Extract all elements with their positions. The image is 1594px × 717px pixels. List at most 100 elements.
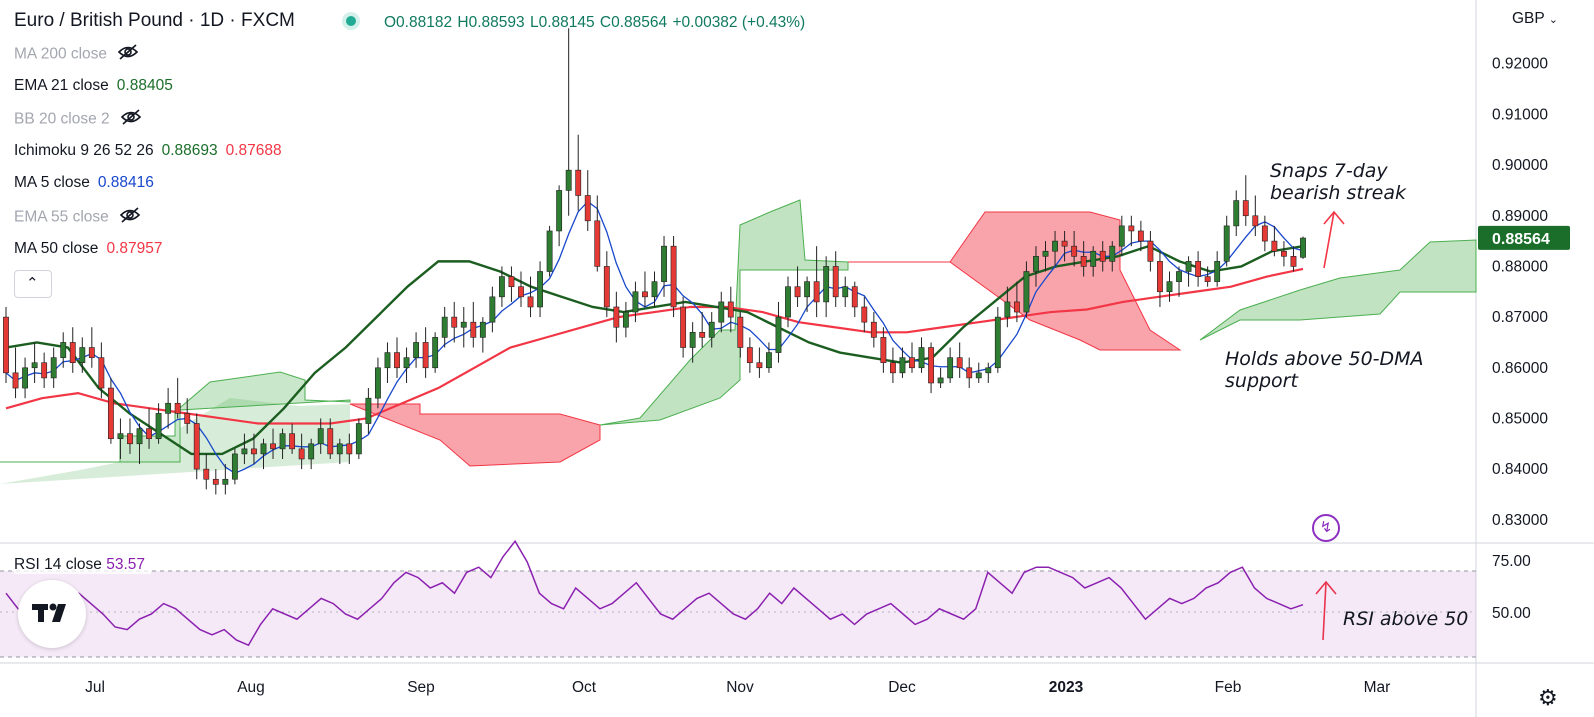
candle-bearish: [613, 306, 620, 328]
ohlc-change: +0.00382 (+0.43%): [672, 14, 806, 31]
currency-selector[interactable]: GBP ⌄: [1512, 10, 1558, 28]
annotation-arrow-price: [1323, 211, 1335, 269]
candle-bearish: [870, 321, 877, 338]
y-tick-label: 0.89000: [1492, 208, 1548, 225]
x-tick-label: Feb: [1215, 679, 1242, 696]
ohlc-low: L0.88145: [529, 14, 595, 31]
y-tick-label: 0.84000: [1492, 461, 1548, 478]
candle-bearish: [98, 357, 105, 389]
candle-bearish: [270, 443, 276, 450]
candle-bullish: [365, 397, 372, 424]
indicator-6[interactable]: MA 50 close 0.87957: [14, 240, 162, 258]
ichimoku-cloud-bullish-2: [599, 199, 849, 426]
candle-bullish: [1033, 255, 1039, 272]
candle-bullish: [498, 276, 505, 298]
indicator-1[interactable]: EMA 21 close 0.88405: [14, 77, 173, 95]
candle-bullish: [336, 443, 343, 455]
annotation-rsi: RSI above 50: [1343, 608, 1469, 630]
candle-bullish: [155, 413, 162, 440]
indicator-0[interactable]: MA 200 close: [14, 44, 139, 65]
candle-bullish: [279, 433, 286, 450]
indicator-2[interactable]: BB 20 close 2: [14, 109, 142, 130]
candle-bullish: [1090, 250, 1097, 267]
gear-icon[interactable]: ⚙: [1538, 685, 1558, 710]
x-tick-label: Jul: [85, 679, 105, 696]
lightning-icon[interactable]: ↯: [1312, 514, 1340, 542]
candle-bullish: [975, 372, 982, 379]
x-tick-label: Aug: [237, 679, 265, 696]
candle-bearish: [699, 332, 706, 338]
symbol-title[interactable]: Euro / British Pound · 1D · FXCM: [14, 10, 295, 31]
indicator-value-2: 0.87688: [225, 141, 282, 159]
candle-bullish: [823, 266, 830, 303]
eye-off-icon[interactable]: [117, 44, 139, 65]
candle-bearish: [203, 468, 210, 480]
eye-off-icon[interactable]: [119, 207, 141, 228]
x-tick-label: Sep: [407, 679, 435, 696]
rsi-value: 53.57: [106, 556, 145, 573]
indicator-5[interactable]: EMA 55 close: [14, 207, 141, 228]
candle-bullish: [432, 337, 439, 369]
candle-bearish: [69, 342, 76, 364]
candle-bullish: [899, 357, 906, 374]
ohlc-high: H0.88593: [457, 14, 525, 31]
rsi-name: RSI 14 close: [14, 556, 102, 573]
indicator-value: 0.88693: [161, 141, 218, 159]
candle-bearish: [603, 266, 610, 308]
indicator-4[interactable]: MA 5 close 0.88416: [14, 174, 154, 192]
indicator-3[interactable]: Ichimoku 9 26 52 26 0.88693 0.87688: [14, 142, 282, 160]
candle-bearish: [1013, 301, 1020, 313]
candle-bearish: [193, 423, 200, 470]
candle-bullish: [947, 357, 954, 379]
candle-bearish: [212, 478, 219, 485]
candle-bearish: [1157, 261, 1163, 293]
candle-bearish: [594, 220, 601, 267]
y-tick-label: 0.92000: [1492, 56, 1548, 73]
candle-bullish: [785, 286, 791, 318]
candle-bullish: [1023, 271, 1030, 313]
candle-bullish: [937, 377, 944, 384]
market-status-dot: [346, 16, 356, 26]
candle-bearish: [1080, 255, 1087, 267]
candle-bullish: [537, 271, 543, 308]
chevron-up-icon: ⌃: [26, 275, 39, 292]
candle-bullish: [842, 286, 849, 298]
candle-bearish: [518, 286, 524, 298]
candle-bearish: [298, 448, 305, 460]
rsi-tick-label: 50.00: [1492, 605, 1531, 622]
candle-bullish: [918, 347, 925, 369]
candle-bearish: [422, 342, 429, 369]
candle-bullish: [1109, 245, 1116, 262]
candle-bearish: [889, 362, 896, 374]
candle-bullish: [317, 428, 324, 445]
last-price-tag: [1478, 225, 1570, 250]
annotation-arrow-rsi: [1322, 581, 1327, 641]
candle-bearish: [251, 448, 257, 455]
candle-bullish: [241, 448, 248, 455]
ma50-line: [5, 267, 1304, 425]
candle-bullish: [50, 357, 57, 379]
collapse-legend-button[interactable]: ⌃: [14, 270, 52, 298]
candle-bearish: [184, 413, 191, 424]
candle-bullish: [1166, 281, 1173, 293]
y-tick-label: 0.83000: [1492, 512, 1548, 529]
candle-bearish: [737, 316, 744, 348]
annotation-arrow-price-head: [1323, 210, 1345, 225]
candle-bearish: [41, 362, 48, 379]
y-tick-label: 0.87000: [1492, 309, 1548, 326]
rsi-legend: RSI 14 close 53.57: [14, 556, 151, 574]
y-tick-label: 0.90000: [1492, 157, 1548, 174]
candle-bearish: [1271, 240, 1278, 252]
eye-off-icon[interactable]: [120, 109, 142, 130]
candle-bullish: [766, 352, 772, 369]
candle-bullish: [1223, 225, 1230, 262]
candle-bearish: [584, 195, 591, 222]
candle-bullish: [622, 311, 629, 328]
candle-bearish: [966, 367, 973, 379]
candle-bearish: [1290, 255, 1297, 267]
candle-bullish: [1233, 200, 1240, 227]
indicator-name: MA 200 close: [14, 45, 108, 63]
tradingview-logo[interactable]: [18, 580, 86, 648]
annotation-holds-line2: support: [1225, 370, 1298, 392]
